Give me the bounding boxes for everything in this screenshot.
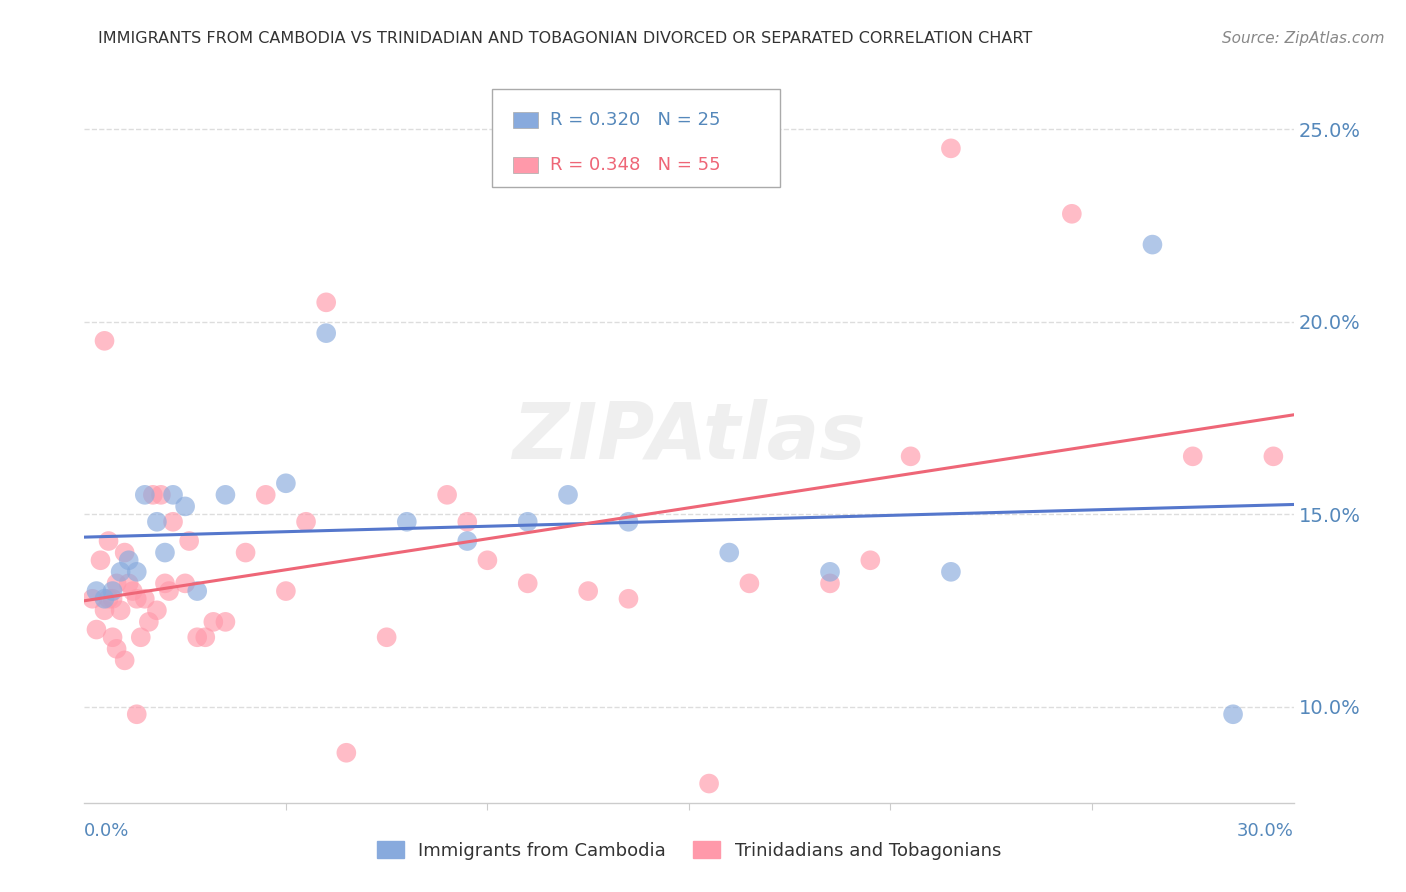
Point xyxy=(110,565,132,579)
Point xyxy=(900,450,922,464)
Point xyxy=(86,584,108,599)
Point xyxy=(436,488,458,502)
Point xyxy=(617,591,640,606)
Point xyxy=(129,630,152,644)
Point xyxy=(157,584,180,599)
Point xyxy=(335,746,357,760)
Point xyxy=(818,576,841,591)
Point xyxy=(516,515,538,529)
Point xyxy=(186,630,208,644)
Text: R = 0.348   N = 55: R = 0.348 N = 55 xyxy=(550,156,720,174)
Point xyxy=(146,515,169,529)
Point xyxy=(859,553,882,567)
Point xyxy=(146,603,169,617)
Point xyxy=(93,591,115,606)
Legend: Immigrants from Cambodia, Trinidadians and Tobagonians: Immigrants from Cambodia, Trinidadians a… xyxy=(370,834,1008,867)
Point xyxy=(214,615,236,629)
Point xyxy=(214,488,236,502)
Point xyxy=(1263,450,1285,464)
Point xyxy=(939,141,962,155)
Point xyxy=(149,488,172,502)
Point xyxy=(295,515,318,529)
Point xyxy=(89,553,111,567)
Point xyxy=(179,534,201,549)
Point xyxy=(1142,237,1164,252)
Point xyxy=(134,591,156,606)
Point xyxy=(114,545,136,559)
Text: 30.0%: 30.0% xyxy=(1237,822,1294,839)
Point xyxy=(110,603,132,617)
Point xyxy=(86,623,108,637)
Text: ZIPAtlas: ZIPAtlas xyxy=(512,399,866,475)
Point xyxy=(818,565,841,579)
Point xyxy=(125,707,148,722)
Point xyxy=(101,630,124,644)
Point xyxy=(97,591,120,606)
Point xyxy=(153,576,176,591)
Point xyxy=(516,576,538,591)
Point xyxy=(142,488,165,502)
Point xyxy=(186,584,208,599)
Text: Source: ZipAtlas.com: Source: ZipAtlas.com xyxy=(1222,31,1385,46)
Text: R = 0.320   N = 25: R = 0.320 N = 25 xyxy=(550,112,720,129)
Point xyxy=(456,515,478,529)
Point xyxy=(456,534,478,549)
Point xyxy=(125,591,148,606)
Point xyxy=(194,630,217,644)
Point xyxy=(114,653,136,667)
Point xyxy=(174,576,197,591)
Point xyxy=(134,488,156,502)
Point xyxy=(101,584,124,599)
Text: 0.0%: 0.0% xyxy=(84,822,129,839)
Point xyxy=(1181,450,1204,464)
Point xyxy=(93,603,115,617)
Point xyxy=(121,584,143,599)
Point xyxy=(557,488,579,502)
Point xyxy=(718,545,741,559)
Point xyxy=(202,615,225,629)
Point xyxy=(153,545,176,559)
Point xyxy=(138,615,160,629)
Point xyxy=(105,576,128,591)
Point xyxy=(274,584,297,599)
Point xyxy=(315,326,337,340)
Point xyxy=(315,295,337,310)
Point xyxy=(738,576,761,591)
Point xyxy=(118,553,141,567)
Point xyxy=(395,515,418,529)
Point xyxy=(477,553,499,567)
Point xyxy=(101,591,124,606)
Point xyxy=(576,584,599,599)
Point xyxy=(697,776,720,790)
Point xyxy=(118,576,141,591)
Point xyxy=(125,565,148,579)
Point xyxy=(375,630,398,644)
Point xyxy=(105,641,128,656)
Point xyxy=(162,488,184,502)
Point xyxy=(617,515,640,529)
Point xyxy=(162,515,184,529)
Point xyxy=(1060,207,1083,221)
Text: IMMIGRANTS FROM CAMBODIA VS TRINIDADIAN AND TOBAGONIAN DIVORCED OR SEPARATED COR: IMMIGRANTS FROM CAMBODIA VS TRINIDADIAN … xyxy=(98,31,1032,46)
Point xyxy=(235,545,257,559)
Point xyxy=(93,334,115,348)
Point xyxy=(274,476,297,491)
Point xyxy=(174,500,197,514)
Point xyxy=(939,565,962,579)
Point xyxy=(97,534,120,549)
Point xyxy=(82,591,104,606)
Point xyxy=(254,488,277,502)
Point xyxy=(1222,707,1244,722)
